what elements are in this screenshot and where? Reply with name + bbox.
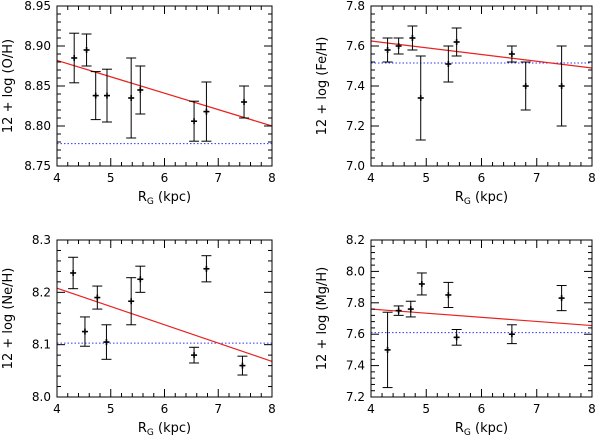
data-point xyxy=(506,45,517,63)
chart-panel-4: 4 5 6 7 8 7.2 7.4 7.6 7.8 8.0 8.2 RG (kpc) 12 + log … xyxy=(315,233,596,438)
data-point xyxy=(405,300,416,318)
data-point xyxy=(81,33,92,67)
data-point xyxy=(443,281,454,309)
x-tick-label: 4 xyxy=(53,171,61,185)
chart-panel-3: 4 5 6 7 8 8.0 8.1 8.2 8.3 RG (kpc) 12 + log (Ne/H) xyxy=(1,233,276,438)
fit-line xyxy=(370,40,593,69)
data-point xyxy=(69,32,80,84)
y-tick-label: 7.4 xyxy=(346,79,365,93)
y-tick-label: 7.8 xyxy=(346,296,365,310)
y-tick-label: 7.0 xyxy=(346,159,365,173)
data-point xyxy=(443,45,454,83)
data-point xyxy=(101,68,112,123)
y-tick-label: 8.80 xyxy=(24,119,51,133)
fit-line xyxy=(56,59,273,127)
data-point xyxy=(68,256,79,290)
fit-line xyxy=(56,287,273,362)
x-axis-label: RG (kpc) xyxy=(138,421,191,438)
data-point xyxy=(506,324,517,345)
data-point xyxy=(79,316,90,347)
y-tick-label: 8.0 xyxy=(346,264,365,278)
y-tick-label: 8.1 xyxy=(32,338,51,352)
x-tick-label: 6 xyxy=(161,171,169,185)
data-point xyxy=(382,311,393,389)
y-tick-label: 8.0 xyxy=(32,390,51,404)
data-point xyxy=(126,57,137,139)
y-tick-label: 7.2 xyxy=(346,390,365,404)
data-point xyxy=(101,324,112,360)
y-tick-label: 7.4 xyxy=(346,359,365,373)
x-tick-label: 7 xyxy=(533,171,541,185)
x-tick-label: 8 xyxy=(268,171,276,185)
x-tick-label: 5 xyxy=(107,171,115,185)
data-point xyxy=(451,27,462,57)
y-tick-label: 8.3 xyxy=(32,233,51,247)
data-point xyxy=(382,37,393,63)
data-point xyxy=(189,100,200,142)
y-tick-label: 7.6 xyxy=(346,327,365,341)
x-tick-label: 4 xyxy=(367,171,375,185)
y-tick-label: 8.2 xyxy=(346,233,365,247)
data-point xyxy=(393,305,404,316)
data-point xyxy=(201,81,212,142)
data-point xyxy=(92,285,103,310)
data-point xyxy=(407,25,418,51)
plot-frame xyxy=(56,239,273,398)
x-tick-label: 8 xyxy=(268,402,276,416)
x-tick-label: 6 xyxy=(478,171,486,185)
data-point xyxy=(556,45,567,127)
fit-line xyxy=(370,308,593,327)
y-tick-label: 8.85 xyxy=(24,79,51,93)
x-tick-label: 4 xyxy=(53,402,61,416)
y-axis-label: 12 + log (O/H) xyxy=(1,39,16,133)
data-point xyxy=(415,55,426,141)
y-axis-label: 12 + log (Fe/H) xyxy=(315,37,330,136)
y-tick-label: 8.90 xyxy=(24,39,51,53)
data-point xyxy=(237,355,248,376)
data-point xyxy=(126,277,137,326)
data-point xyxy=(90,71,101,121)
x-axis-label: RG (kpc) xyxy=(455,190,508,207)
x-tick-label: 8 xyxy=(588,402,596,416)
data-point xyxy=(416,272,427,296)
x-tick-label: 5 xyxy=(107,402,115,416)
data-point xyxy=(393,37,404,55)
x-tick-label: 4 xyxy=(367,402,375,416)
x-axis-label: RG (kpc) xyxy=(455,421,508,438)
chart-panel-2: 4 5 6 7 8 7.0 7.2 7.4 7.6 7.8 RG (kpc) 12 + log (Fe… xyxy=(315,0,596,207)
data-point xyxy=(520,61,531,111)
plot-frame xyxy=(370,239,593,398)
x-tick-label: 8 xyxy=(588,171,596,185)
x-tick-label: 5 xyxy=(422,171,430,185)
x-tick-label: 7 xyxy=(533,402,541,416)
y-tick-label: 8.95 xyxy=(24,0,51,13)
data-point xyxy=(556,285,567,312)
data-point xyxy=(189,346,200,364)
x-axis-label: RG (kpc) xyxy=(138,190,191,207)
x-tick-label: 6 xyxy=(161,402,169,416)
y-tick-label: 8.2 xyxy=(32,285,51,299)
y-axis-label: 12 + log (Ne/H) xyxy=(1,268,16,370)
x-tick-label: 6 xyxy=(478,402,486,416)
y-tick-label: 7.6 xyxy=(346,39,365,53)
x-tick-label: 5 xyxy=(422,402,430,416)
y-tick-label: 8.75 xyxy=(24,159,51,173)
data-point xyxy=(135,265,146,293)
data-point xyxy=(135,65,146,115)
x-tick-label: 7 xyxy=(214,171,222,185)
data-point xyxy=(239,85,250,119)
data-point xyxy=(451,328,462,346)
chart-panel-1: 4 5 6 7 8 8.75 8.80 8.85 8.90 8.95 RG (kpc) 12 + lo… xyxy=(1,0,276,207)
y-tick-label: 7.2 xyxy=(346,119,365,133)
y-axis-label: 12 + log (Mg/H) xyxy=(315,267,330,370)
y-tick-label: 7.8 xyxy=(346,0,365,13)
data-point xyxy=(201,255,212,283)
x-tick-label: 7 xyxy=(214,402,222,416)
